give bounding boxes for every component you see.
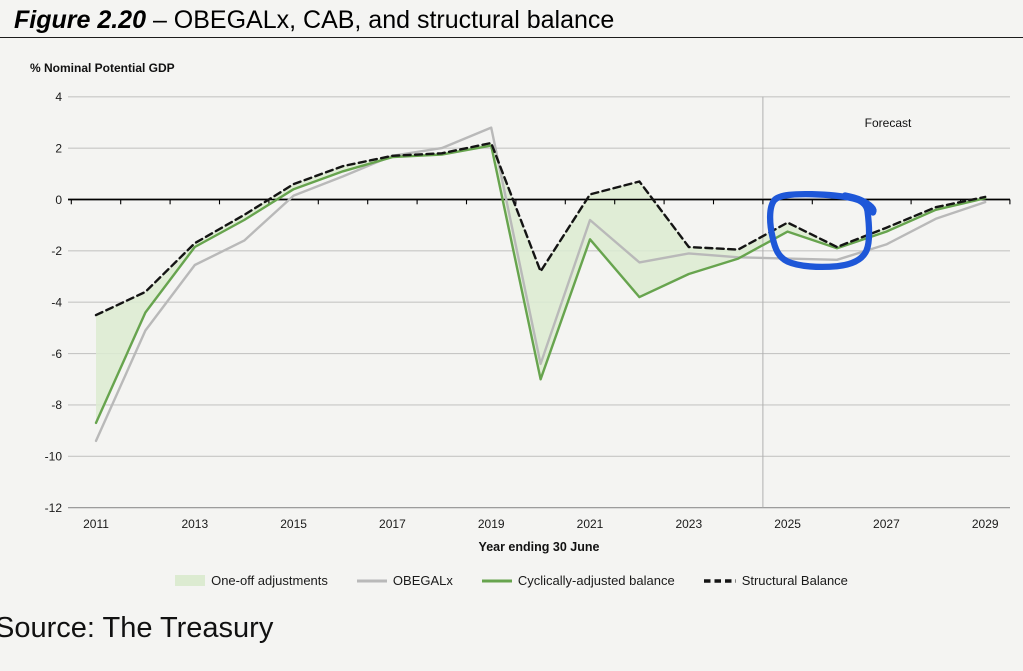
dashed-line-swatch-icon	[703, 578, 736, 583]
legend-item-structural-balance: Structural Balance	[703, 573, 848, 588]
y-axis-tick-label: 2	[55, 141, 62, 155]
line-swatch-icon	[356, 579, 387, 582]
title-divider	[0, 37, 1023, 38]
legend-label: OBEGALx	[392, 573, 453, 588]
x-axis-tick-label: 2015	[280, 517, 307, 531]
title-separator: –	[146, 6, 174, 34]
x-axis-tick-label: 2027	[873, 517, 900, 531]
x-axis-tick-label: 2025	[774, 517, 801, 531]
hand-drawn-circle-annotation	[766, 190, 873, 271]
hand-drawn-circle-annotation-tail	[841, 192, 877, 216]
legend-label: One-off adjustments	[211, 573, 328, 588]
y-axis-tick-label: -2	[51, 244, 62, 258]
x-axis-tick-label: 2013	[181, 517, 208, 531]
y-axis-tick-label: -4	[51, 296, 62, 310]
forecast-label: Forecast	[864, 116, 912, 130]
x-axis-tick-label: 2019	[478, 517, 505, 531]
y-axis-tick-label: -10	[45, 450, 63, 464]
x-axis-tick-label: 2021	[577, 517, 604, 531]
y-axis-tick-label: -6	[51, 347, 62, 361]
y-axis-unit-label: % Nominal Potential GDP	[30, 61, 175, 75]
y-axis-tick-label: 0	[55, 193, 62, 207]
legend-item-obegalx: OBEGALx	[356, 573, 453, 588]
figure-number: Figure 2.20	[14, 6, 146, 34]
y-axis-tick-label: -12	[45, 501, 63, 515]
legend: One-off adjustments OBEGALx Cyclically-a…	[0, 573, 1023, 588]
legend-item-cyclically-adjusted-balance: Cyclically-adjusted balance	[481, 573, 675, 588]
x-axis-tick-label: 2017	[379, 517, 406, 531]
x-axis-tick-label: 2023	[675, 517, 702, 531]
x-axis-tick-label: 2029	[972, 517, 999, 531]
legend-item-one-off-adjustments: One-off adjustments	[175, 573, 328, 588]
structural-balance-line	[94, 141, 987, 317]
x-axis-tick-label: 2011	[83, 517, 109, 531]
cyclically-adjusted-balance-line	[94, 144, 987, 425]
figure-title: Figure 2.20 – OBEGALx, CAB, and structur…	[14, 6, 614, 35]
one-off-adjustments-area	[96, 143, 986, 423]
legend-label: Structural Balance	[741, 573, 848, 588]
area-swatch-icon	[175, 575, 206, 586]
y-axis-tick-label: 4	[55, 90, 62, 104]
y-axis-tick-label: -8	[51, 398, 62, 412]
title-text: OBEGALx, CAB, and structural balance	[173, 6, 615, 34]
line-swatch-icon	[481, 579, 512, 582]
obegalx-line	[94, 126, 987, 443]
x-axis-title: Year ending 30 June	[478, 540, 600, 554]
source-text: Source: The Treasury	[0, 612, 274, 644]
legend-label: Cyclically-adjusted balance	[517, 573, 675, 588]
